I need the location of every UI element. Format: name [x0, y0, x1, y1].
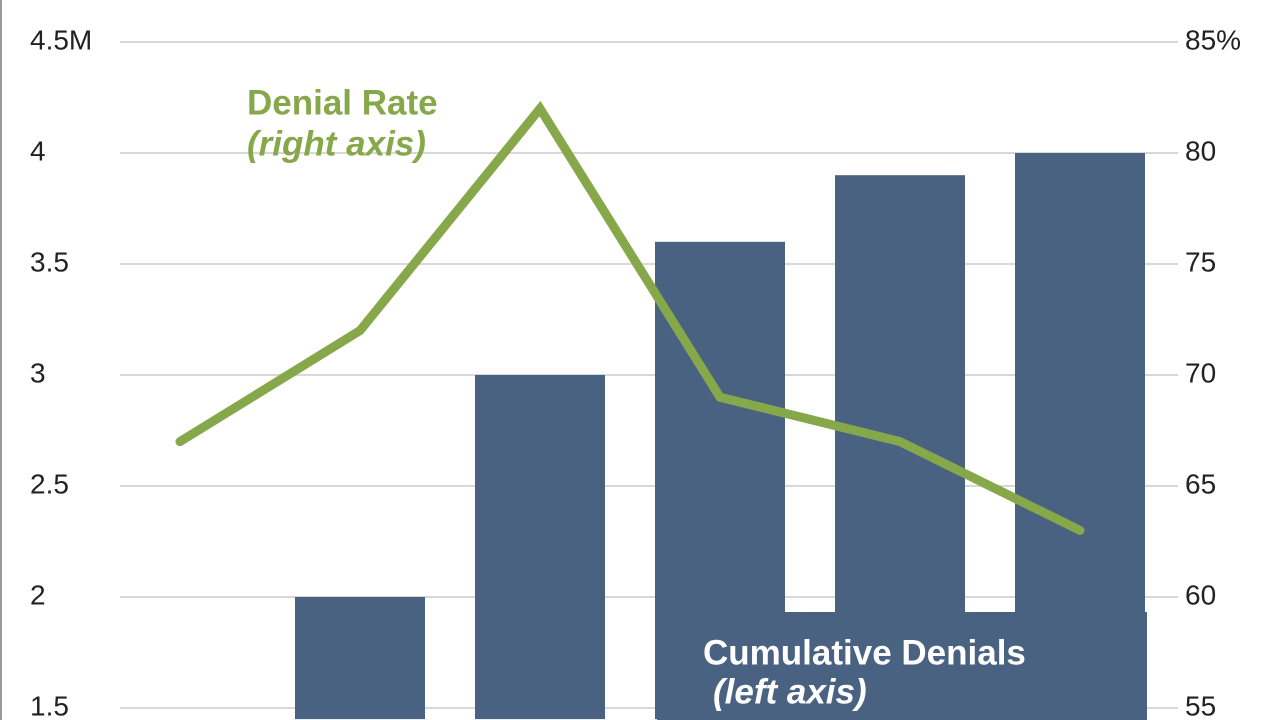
y-tick-label: 1.5: [30, 690, 69, 720]
y2-tick-label: 60: [1185, 579, 1216, 610]
bar: [295, 597, 425, 720]
lines: [175, 100, 1085, 535]
annotation: Cumulative Denials: [703, 633, 1026, 672]
y-tick-label: 4: [30, 135, 46, 166]
annotation: (left axis): [713, 672, 867, 711]
bar: [475, 375, 605, 720]
y2-tick-label: 80: [1185, 135, 1216, 166]
y-tick-label: 2.5: [30, 468, 69, 499]
y-tick-label: 3.5: [30, 246, 69, 277]
line: [175, 100, 1085, 535]
y-tick-label: 3: [30, 357, 46, 388]
ticks: 1.5 2 2.5 3 3.5 4 4.5M 55 60 65 70 75 80 85%: [30, 24, 1241, 720]
y2-tick-label: 70: [1185, 357, 1216, 388]
y2-tick-label: 85%: [1185, 24, 1241, 55]
annotation-box: [657, 612, 1147, 720]
y2-tick-label: 55: [1185, 690, 1216, 720]
y-tick-label: 2: [30, 579, 46, 610]
annotation: (right axis): [247, 124, 426, 163]
y2-tick-label: 75: [1185, 246, 1216, 277]
annotation: Denial Rate: [247, 83, 438, 122]
y-tick-label: 4.5M: [30, 24, 92, 55]
y2-tick-label: 65: [1185, 468, 1216, 499]
